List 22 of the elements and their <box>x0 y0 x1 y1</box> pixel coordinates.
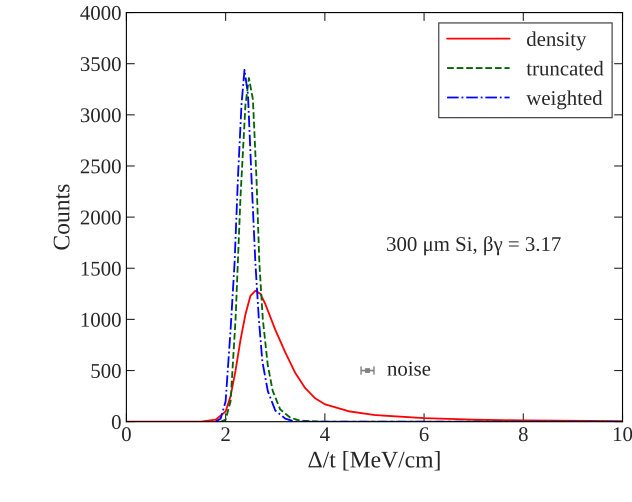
y-tick-label: 1000 <box>82 312 121 327</box>
series-label: noise <box>387 362 430 376</box>
y-tick-label: 0 <box>112 415 121 430</box>
x-tick-label: 10 <box>614 427 632 442</box>
y-axis-title: Counts <box>54 184 70 250</box>
legend-label: density <box>527 31 586 50</box>
x-tick-label: 8 <box>518 427 528 442</box>
x-tick-label: 0 <box>122 427 131 442</box>
y-tick-label: 2500 <box>80 159 121 174</box>
x-tick-label: 6 <box>420 427 429 442</box>
legend-label: weighted <box>526 90 602 110</box>
y-tick-label: 1500 <box>82 262 121 276</box>
x-tick-label: 2 <box>221 427 230 441</box>
y-tick-label: 4000 <box>80 6 121 20</box>
x-axis-title: Δ/t [MeV/cm] <box>308 450 440 471</box>
y-tick-label: 3500 <box>80 57 121 72</box>
y-tick-label: 3000 <box>80 108 121 122</box>
y-tick-label: 500 <box>92 364 121 378</box>
legend-label: truncated <box>526 60 604 76</box>
annotation: 300 μm Si, βγ = 3.17 <box>387 236 561 256</box>
x-tick-label: 4 <box>320 427 330 441</box>
y-tick-label: 2000 <box>80 210 121 225</box>
